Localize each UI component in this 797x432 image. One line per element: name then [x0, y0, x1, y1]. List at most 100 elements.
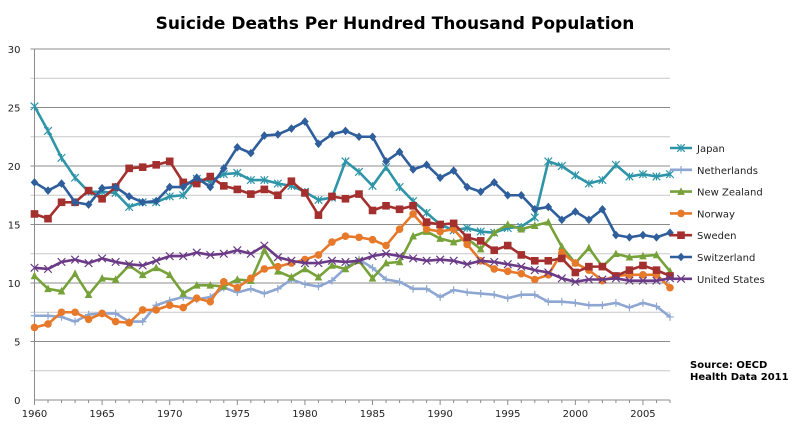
line-switzerland	[33, 120, 671, 239]
line-united-states	[34, 244, 671, 284]
data-point-norway	[179, 303, 188, 312]
data-point-new-zealand	[301, 264, 309, 273]
data-point-united-states	[30, 263, 39, 273]
data-point-japan	[246, 175, 256, 185]
data-point-netherlands	[111, 309, 120, 318]
legend-marker-icon	[677, 231, 685, 239]
data-point-united-states	[544, 268, 553, 277]
data-point-switzerland	[409, 165, 417, 174]
y-tick-label: 5	[14, 338, 20, 349]
data-point-united-states	[638, 276, 648, 285]
x-tick-label: 2000	[563, 409, 588, 420]
data-point-new-zealand	[328, 261, 336, 269]
data-point-united-states	[138, 261, 147, 270]
data-point-sweden	[382, 201, 390, 210]
data-point-netherlands	[530, 290, 539, 299]
data-point-sweden	[558, 254, 566, 263]
data-point-switzerland	[247, 148, 255, 158]
data-point-new-zealand	[341, 264, 350, 273]
data-point-united-states	[341, 257, 350, 267]
data-point-sweden	[206, 172, 215, 181]
data-point-united-states	[435, 255, 445, 264]
data-point-switzerland	[57, 179, 66, 188]
data-point-switzerland	[517, 190, 526, 200]
data-point-new-zealand	[287, 272, 296, 281]
series-new-zealand	[30, 217, 674, 298]
data-point-netherlands	[463, 288, 471, 297]
legend-marker-icon	[677, 209, 685, 218]
data-point-norway	[571, 259, 580, 267]
data-point-japan	[395, 182, 404, 192]
x-tick-label: 1990	[427, 409, 452, 420]
data-point-netherlands	[490, 290, 499, 299]
data-point-netherlands	[328, 276, 336, 285]
data-point-netherlands	[585, 301, 593, 310]
data-point-sweden	[503, 241, 512, 250]
data-point-norway	[463, 240, 471, 249]
data-point-switzerland	[206, 182, 215, 192]
data-point-united-states	[43, 264, 53, 274]
data-point-norway	[98, 309, 106, 318]
data-point-japan	[665, 169, 675, 179]
data-point-new-zealand	[44, 284, 52, 293]
data-point-switzerland	[639, 230, 647, 240]
data-point-united-states	[652, 276, 661, 285]
legend-label: New Zealand	[697, 188, 763, 199]
data-point-sweden	[274, 191, 282, 200]
data-point-switzerland	[490, 178, 499, 187]
legend-item-sweden: Sweden	[670, 231, 737, 242]
data-point-sweden	[585, 262, 593, 271]
data-point-japan	[368, 181, 377, 191]
y-tick-label: 15	[8, 221, 21, 232]
data-point-new-zealand	[503, 220, 512, 228]
data-point-united-states	[368, 251, 377, 261]
data-point-sweden	[30, 210, 39, 218]
data-point-sweden	[179, 178, 188, 187]
data-point-united-states	[260, 241, 269, 250]
data-point-new-zealand	[612, 249, 620, 258]
data-point-united-states	[165, 251, 174, 261]
legend-item-new-zealand: New Zealand	[670, 187, 763, 199]
data-point-switzerland	[558, 215, 566, 225]
data-point-switzerland	[138, 197, 147, 207]
x-tick-label: 1970	[157, 409, 182, 420]
data-point-netherlands	[247, 285, 255, 293]
data-point-new-zealand	[530, 221, 539, 229]
data-point-new-zealand	[111, 275, 120, 283]
data-point-netherlands	[260, 289, 269, 298]
data-point-netherlands	[30, 311, 39, 320]
data-point-sweden	[571, 268, 580, 277]
data-point-netherlands	[368, 263, 377, 272]
data-point-netherlands	[625, 303, 634, 312]
data-point-switzerland	[652, 233, 661, 242]
data-point-japan	[611, 160, 621, 170]
y-axis: 0 5 10 15 20 25 30	[8, 45, 21, 407]
data-point-new-zealand	[652, 250, 661, 259]
data-point-japan	[260, 175, 269, 185]
data-point-norway	[517, 269, 526, 278]
data-point-netherlands	[449, 286, 458, 294]
data-point-switzerland	[598, 204, 607, 214]
data-point-norway	[314, 251, 323, 259]
legend-item-norway: Norway	[670, 209, 735, 220]
data-point-sweden	[44, 214, 52, 223]
data-point-norway	[125, 318, 133, 327]
data-point-japan	[43, 126, 53, 136]
data-point-switzerland	[368, 132, 377, 142]
data-point-japan	[557, 161, 567, 171]
data-point-sweden	[449, 219, 458, 228]
data-point-sweden	[314, 211, 323, 219]
data-point-norway	[382, 241, 390, 250]
y-tick-label: 10	[8, 279, 21, 290]
data-point-japan	[314, 195, 323, 205]
data-point-new-zealand	[476, 244, 485, 253]
data-point-norway	[395, 225, 404, 233]
data-point-united-states	[503, 260, 512, 269]
data-point-japan	[462, 223, 472, 233]
data-point-united-states	[124, 260, 134, 269]
data-point-norway	[219, 278, 228, 286]
data-point-sweden	[368, 206, 377, 215]
chart-title: Suicide Deaths Per Hundred Thousand Popu…	[156, 14, 635, 34]
data-point-switzerland	[71, 197, 79, 207]
data-point-sweden	[476, 237, 485, 245]
